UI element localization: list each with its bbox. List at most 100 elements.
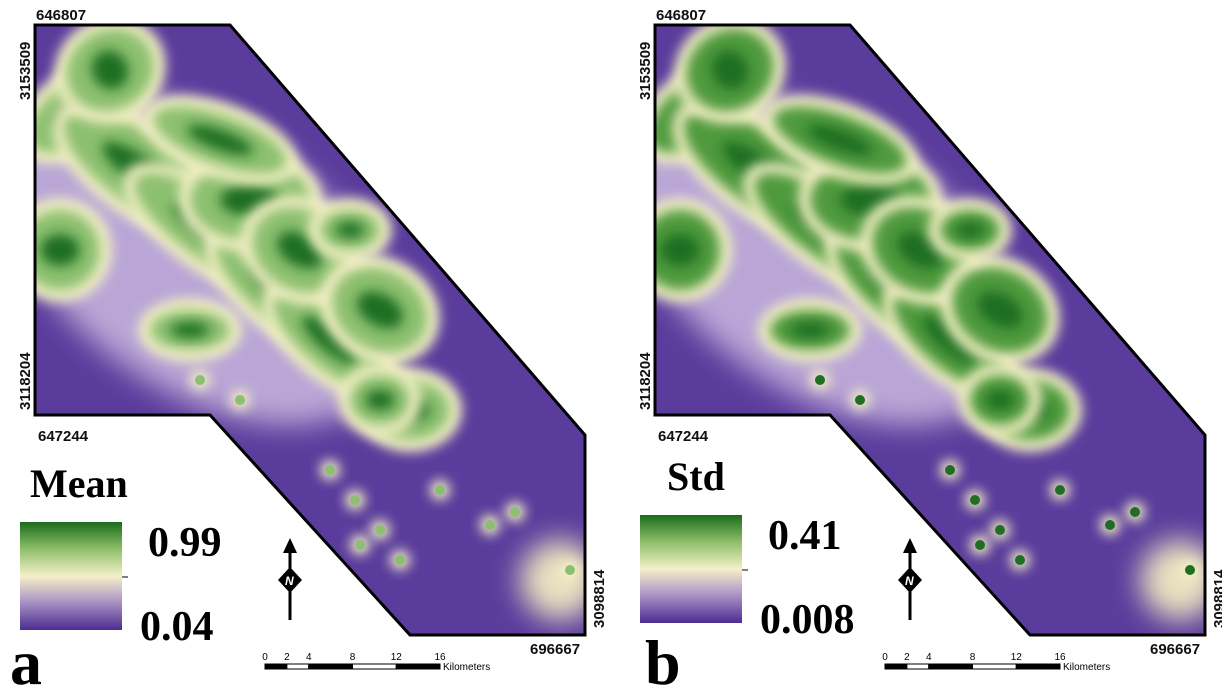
scale-tick: 4 (306, 652, 312, 663)
map-spot (235, 395, 245, 405)
map-spot (945, 465, 955, 475)
map-zone (170, 322, 210, 338)
map-haze (520, 540, 585, 620)
legend-max: 0.41 (768, 513, 842, 559)
legend-max: 0.99 (148, 520, 222, 566)
scale-segment (928, 663, 973, 670)
scale-segment (308, 663, 353, 670)
map-spot (855, 395, 865, 405)
coord-label: 3098814 (1211, 569, 1222, 628)
coord-label: 3118204 (637, 352, 654, 410)
map-spot (355, 540, 365, 550)
north-label: N (285, 574, 294, 588)
map-zone (91, 50, 129, 90)
legend-min: 0.008 (760, 597, 855, 643)
panel-letter: b (645, 627, 681, 689)
scale-tick: 4 (926, 652, 932, 663)
map-spot (1130, 507, 1140, 517)
legend-title: Std (667, 454, 725, 499)
coord-label: 646807 (36, 7, 86, 24)
map-spot (350, 495, 360, 505)
map-zone (302, 315, 358, 365)
scale-segment (884, 663, 908, 670)
map-spot (1015, 555, 1025, 565)
map-spot (995, 525, 1005, 535)
panel-letter: a (10, 627, 42, 689)
map-zone (976, 291, 1024, 329)
coord-label: 696667 (1150, 641, 1200, 658)
map-spot (485, 520, 495, 530)
map-zone (365, 390, 395, 410)
coord-label: 3153509 (637, 42, 654, 100)
map-zone (790, 322, 830, 338)
north-arrow-head (903, 538, 917, 553)
scale-segment (972, 663, 1017, 670)
map-zone (40, 234, 80, 266)
legend-min: 0.04 (140, 604, 214, 650)
scale-tick: 2 (284, 652, 290, 663)
coord-label: 3098814 (591, 569, 608, 628)
scale-tick: 0 (262, 652, 268, 663)
scale-tick: 12 (1011, 652, 1023, 663)
coord-label: 647244 (38, 428, 89, 445)
map-spot (510, 507, 520, 517)
scale-tick: 12 (391, 652, 403, 663)
coord-label: 3153509 (17, 42, 34, 100)
map-spot (565, 565, 575, 575)
north-label: N (905, 574, 914, 588)
legend-title: Mean (30, 461, 128, 506)
scale-tick: 16 (1054, 652, 1066, 663)
map-panel: 646807 3153509 3118204 647244 3098814 696667 S… (637, 7, 1222, 689)
legend-ramp (20, 522, 122, 630)
map-spot (1185, 565, 1195, 575)
map-haze (1140, 540, 1205, 620)
map-spot (975, 540, 985, 550)
map-panel: 646807 3153509 3118204 647244 3098814 696667 M… (10, 7, 608, 689)
map-raster-inner (655, 25, 1205, 635)
map-spot (970, 495, 980, 505)
map-spot (325, 465, 335, 475)
coord-label: 646807 (656, 7, 706, 24)
scale-tick: 8 (350, 652, 356, 663)
map-spot (195, 375, 205, 385)
map-raster (35, 25, 585, 635)
map-outline (653, 23, 1207, 637)
map-raster (655, 25, 1205, 635)
map-zone (335, 222, 365, 238)
north-badge (278, 567, 302, 593)
map-spot (375, 525, 385, 535)
north-badge (898, 567, 922, 593)
coord-label: 696667 (530, 641, 580, 658)
scale-unit: Kilometers (443, 662, 490, 673)
scale-segment (286, 663, 310, 670)
scale-tick: 0 (882, 652, 888, 663)
map-zone (985, 390, 1015, 410)
map-zone (806, 124, 874, 156)
scale-tick: 2 (904, 652, 910, 663)
map-zone (711, 50, 749, 90)
map-raster-inner (35, 25, 585, 635)
scale-segment (1015, 663, 1061, 670)
map-zone (922, 315, 978, 365)
map-spot (1055, 485, 1065, 495)
coord-label: 647244 (658, 428, 709, 445)
map-outline (33, 23, 587, 637)
scale-tick: 8 (970, 652, 976, 663)
map-spot (1105, 520, 1115, 530)
legend-ramp (640, 515, 742, 623)
coord-label: 3118204 (17, 352, 34, 410)
scale-tick: 16 (434, 652, 446, 663)
map-spot (435, 485, 445, 495)
map-zone (660, 234, 700, 266)
north-arrow-head (283, 538, 297, 553)
scale-segment (395, 663, 441, 670)
scale-unit: Kilometers (1063, 662, 1110, 673)
map-zone (186, 124, 254, 156)
scale-segment (264, 663, 288, 670)
map-spot (815, 375, 825, 385)
map-spot (395, 555, 405, 565)
scale-segment (906, 663, 930, 670)
map-zone (955, 222, 985, 238)
scale-segment (352, 663, 397, 670)
